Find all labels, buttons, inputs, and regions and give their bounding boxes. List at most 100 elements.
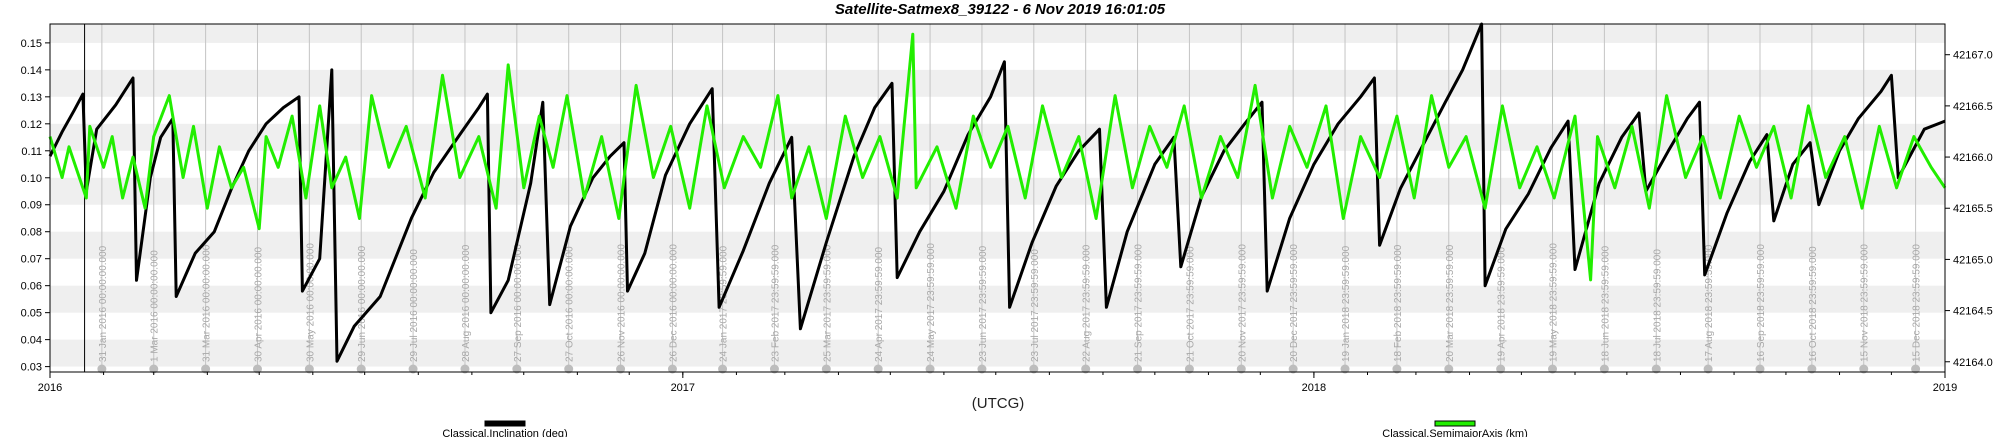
legend: Classical.Inclination (deg) Classical.Sem… bbox=[442, 420, 1528, 437]
x-tick-label: 2016 bbox=[38, 382, 62, 394]
legend-label: Classical.SemimajorAxis (km) bbox=[1382, 428, 1527, 437]
event-label: 20 Nov 2017 23:59:59.000 bbox=[1237, 244, 1248, 362]
event-label: 23 Jul 2017 23:59:59.000 bbox=[1030, 249, 1041, 362]
event-marker bbox=[821, 364, 831, 374]
event-label: 20 Mar 2018 23:59:59.000 bbox=[1445, 244, 1456, 362]
plot-frame bbox=[49, 23, 1946, 373]
x-tick-label: 2018 bbox=[1302, 382, 1326, 394]
event-marker bbox=[1392, 364, 1402, 374]
y-left-tick-label: 0.09 bbox=[21, 200, 42, 212]
y-left-tick-label: 0.15 bbox=[21, 38, 42, 50]
event-marker bbox=[564, 364, 574, 374]
event-marker bbox=[460, 364, 470, 374]
y-left-tick-label: 0.07 bbox=[21, 254, 42, 266]
series-line bbox=[48, 32, 1947, 282]
event-marker bbox=[1599, 364, 1609, 374]
event-label: 26 Dec 2016 00:00:00.000 bbox=[668, 244, 679, 362]
y-right-tick-label: 42166.0 bbox=[1953, 152, 1993, 164]
event-label: 15 Nov 2018 23:59:59.000 bbox=[1860, 244, 1871, 362]
event-label: 30 May 2016 00:00:00.000 bbox=[305, 243, 316, 362]
event-marker bbox=[408, 364, 418, 374]
grid-band bbox=[50, 231, 1945, 259]
event-marker bbox=[1859, 364, 1869, 374]
event-marker bbox=[1703, 364, 1713, 374]
event-label: 24 May 2017 23:59:59.000 bbox=[926, 243, 937, 362]
event-marker bbox=[356, 364, 366, 374]
event-marker bbox=[304, 364, 314, 374]
x-axis: 2016 2017 2018 2019 bbox=[38, 372, 1957, 394]
event-marker bbox=[873, 364, 883, 374]
y-left-tick-label: 0.05 bbox=[21, 308, 42, 320]
event-label: 24 Apr 2017 23:59:59.000 bbox=[874, 246, 885, 362]
grid-band bbox=[50, 285, 1945, 313]
event-marker bbox=[718, 364, 728, 374]
event-marker bbox=[667, 364, 677, 374]
event-label: 16 Oct 2018 23:59:59.000 bbox=[1808, 246, 1819, 362]
event-marker bbox=[1288, 364, 1298, 374]
event-marker bbox=[1548, 364, 1558, 374]
event-label: 21 Oct 2017 23:59:59.000 bbox=[1185, 246, 1196, 362]
event-label: 31 Mar 2016 00:00:00.000 bbox=[202, 244, 213, 362]
event-marker bbox=[1081, 364, 1091, 374]
event-marker bbox=[252, 364, 262, 374]
grid-band bbox=[50, 339, 1945, 367]
series-layer bbox=[48, 22, 1947, 363]
y-right-tick-label: 42165.5 bbox=[1953, 203, 1993, 215]
event-label: 31 Jan 2016 00:00:00.000 bbox=[98, 245, 109, 362]
event-label: 25 Mar 2017 23:59:59.000 bbox=[822, 244, 833, 362]
event-marker bbox=[1236, 364, 1246, 374]
event-marker bbox=[201, 364, 211, 374]
event-marker bbox=[977, 364, 987, 374]
legend-swatch bbox=[1434, 420, 1476, 427]
event-marker bbox=[97, 364, 107, 374]
event-label: 20 Dec 2017 23:59:59.000 bbox=[1289, 244, 1300, 362]
y-left-tick-label: 0.03 bbox=[21, 362, 42, 374]
y-right-tick-label: 42166.5 bbox=[1953, 101, 1993, 113]
y-right-tick-label: 42165.0 bbox=[1953, 254, 1993, 266]
y-axis-left: 0.03 0.04 0.05 0.06 0.07 0.08 0.09 0.10 0.11 0.12… bbox=[21, 38, 50, 374]
event-marker bbox=[925, 364, 935, 374]
event-label: 18 Jun 2018 23:59:59.000 bbox=[1600, 245, 1611, 362]
y-right-tick-label: 42164.0 bbox=[1953, 357, 1993, 369]
event-lines: 31 Jan 2016 00:00:00.000 1 Mar 2016 00:00… bbox=[84, 24, 1923, 374]
event-label: 19 May 2018 23:59:59.000 bbox=[1549, 243, 1560, 362]
event-label: 16 Sep 2018 23:59:59.000 bbox=[1756, 244, 1767, 362]
event-marker bbox=[1755, 364, 1765, 374]
event-marker bbox=[1184, 364, 1194, 374]
event-label: 17 Aug 2018 23:59:59.000 bbox=[1704, 244, 1715, 362]
event-label: 19 Jan 2018 23:59:59.000 bbox=[1341, 245, 1352, 362]
legend-label: Classical.Inclination (deg) bbox=[442, 428, 567, 437]
event-marker bbox=[1911, 364, 1921, 374]
grid-band bbox=[50, 177, 1945, 205]
y-right-tick-label: 42164.5 bbox=[1953, 306, 1993, 318]
x-axis-label: (UTCG) bbox=[972, 395, 1025, 412]
grid-band bbox=[50, 24, 1945, 43]
event-label: 29 Jun 2016 00:00:00.000 bbox=[357, 245, 368, 362]
y-left-tick-label: 0.13 bbox=[21, 92, 42, 104]
event-marker bbox=[1651, 364, 1661, 374]
event-marker bbox=[1029, 364, 1039, 374]
event-label: 24 Jan 2017 23:59:59.000 bbox=[719, 245, 730, 362]
y-left-tick-label: 0.06 bbox=[21, 281, 42, 293]
event-label: 1 Mar 2016 00:00:00.000 bbox=[150, 250, 161, 362]
event-label: 27 Sep 2016 00:00:00.000 bbox=[513, 244, 524, 362]
event-marker bbox=[512, 364, 522, 374]
event-label: 15 Dec 2018 23:59:59.000 bbox=[1912, 244, 1923, 362]
chart-title: Satellite-Satmex8_39122 - 6 Nov 2019 16:… bbox=[835, 1, 1166, 18]
event-marker bbox=[769, 364, 779, 374]
event-label: 19 Apr 2018 23:59:59.000 bbox=[1497, 246, 1508, 362]
x-tick-label: 2019 bbox=[1933, 382, 1957, 394]
event-marker bbox=[1133, 364, 1143, 374]
event-marker bbox=[1340, 364, 1350, 374]
event-marker bbox=[1444, 364, 1454, 374]
event-label: 23 Jun 2017 23:59:59.000 bbox=[978, 245, 989, 362]
y-left-tick-label: 0.14 bbox=[21, 65, 42, 77]
event-marker bbox=[149, 364, 159, 374]
y-right-tick-label: 42167.0 bbox=[1953, 50, 1993, 62]
event-label: 23 Feb 2017 23:59:59.000 bbox=[770, 244, 781, 362]
event-label: 26 Nov 2016 00:00:00.000 bbox=[617, 244, 628, 362]
series-line bbox=[48, 22, 1946, 363]
event-label: 30 Apr 2016 00:00:00.000 bbox=[253, 246, 264, 362]
event-label: 21 Sep 2017 23:59:59.000 bbox=[1134, 244, 1145, 362]
